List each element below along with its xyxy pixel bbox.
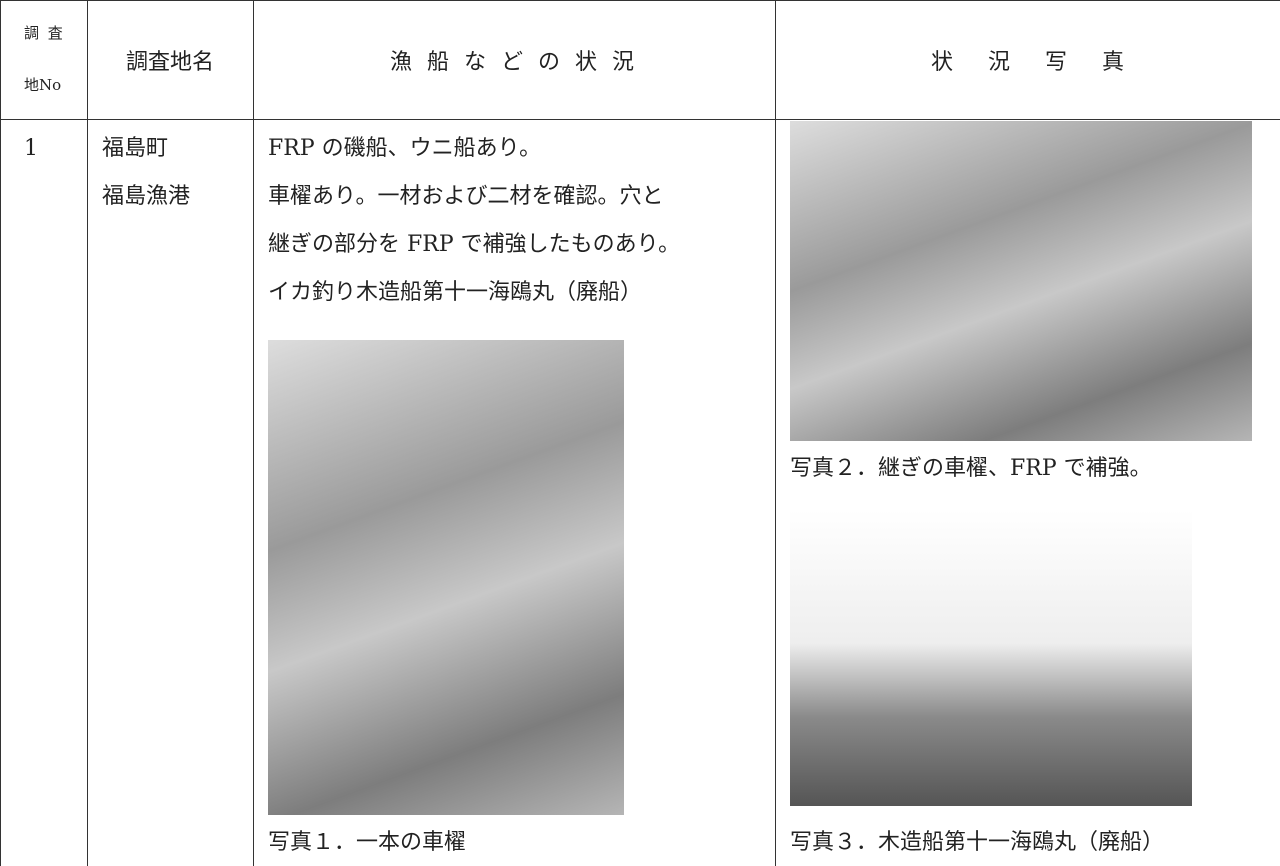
photo-caption: 写真２．継ぎの車櫂、FRP で補強。 xyxy=(790,456,1152,481)
photo-caption: 写真３．木造船第十一海鴎丸（廃船） xyxy=(790,830,1165,855)
header-cell: 調 査 xyxy=(24,24,65,42)
photo-caption: 写真１．一本の車櫂 xyxy=(268,830,467,855)
status-text: 継ぎの部分を FRP で補強したものあり。 xyxy=(268,232,681,257)
header-cell: 調査地名 xyxy=(125,50,214,75)
header-cell: 状 況 写 真 xyxy=(931,50,1124,75)
row-number: 1 xyxy=(24,136,38,161)
photo xyxy=(790,121,1252,441)
table-border xyxy=(0,0,1280,1)
photo xyxy=(268,340,624,815)
header-cell: 漁 船 な ど の 状 況 xyxy=(390,50,638,75)
place-name: 福島町 xyxy=(102,136,169,161)
header-cell: 地No xyxy=(24,76,62,94)
column-rule xyxy=(87,0,88,866)
place-name: 福島漁港 xyxy=(102,184,191,209)
header-rule xyxy=(0,119,1280,120)
status-text: 車櫂あり。一材および二材を確認。穴と xyxy=(268,184,664,209)
photo xyxy=(790,510,1192,806)
column-rule xyxy=(775,0,776,866)
status-text: イカ釣り木造船第十一海鴎丸（廃船） xyxy=(268,280,643,305)
column-rule xyxy=(0,0,1,866)
column-rule xyxy=(253,0,254,866)
status-text: FRP の磯船、ウニ船あり。 xyxy=(268,136,542,161)
